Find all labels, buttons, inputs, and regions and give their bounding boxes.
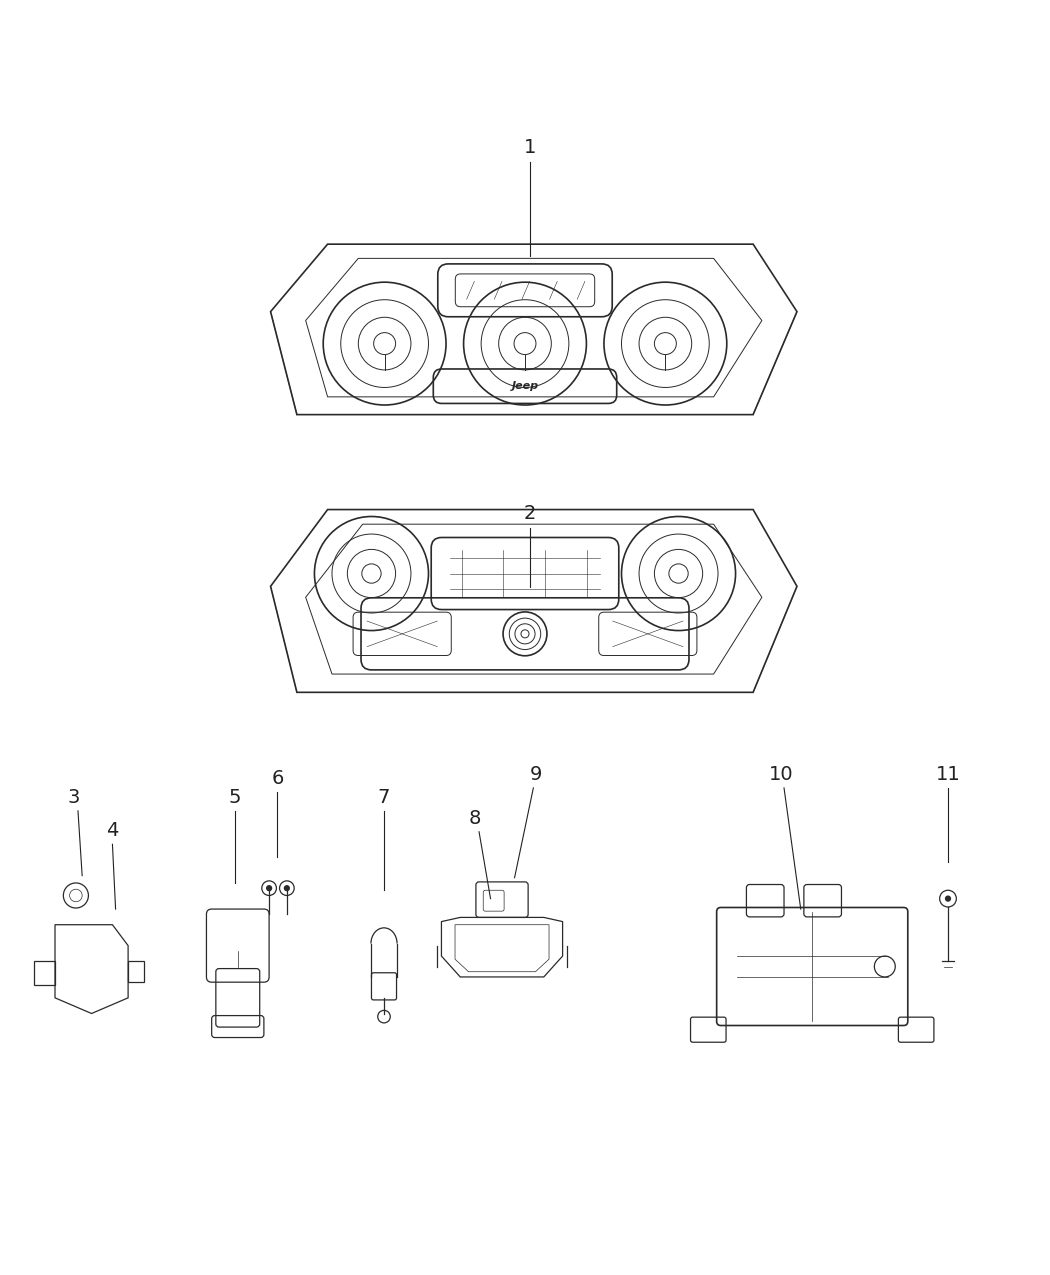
Text: 1: 1 — [524, 138, 537, 157]
Text: 8: 8 — [468, 808, 481, 827]
Circle shape — [654, 333, 676, 354]
Circle shape — [374, 333, 396, 354]
Text: 7: 7 — [378, 788, 391, 807]
Circle shape — [669, 564, 688, 583]
Circle shape — [521, 630, 529, 638]
Text: 2: 2 — [524, 504, 537, 523]
Text: 5: 5 — [229, 788, 240, 807]
Circle shape — [284, 885, 290, 891]
Circle shape — [514, 333, 536, 354]
Text: 9: 9 — [529, 765, 542, 784]
Text: 11: 11 — [936, 765, 961, 784]
Circle shape — [362, 564, 381, 583]
Circle shape — [945, 895, 951, 901]
Text: 3: 3 — [67, 788, 80, 807]
Text: 10: 10 — [769, 765, 793, 784]
Text: 6: 6 — [271, 769, 284, 788]
Text: Jeep: Jeep — [511, 381, 539, 391]
Text: 4: 4 — [106, 821, 119, 840]
Circle shape — [266, 885, 272, 891]
